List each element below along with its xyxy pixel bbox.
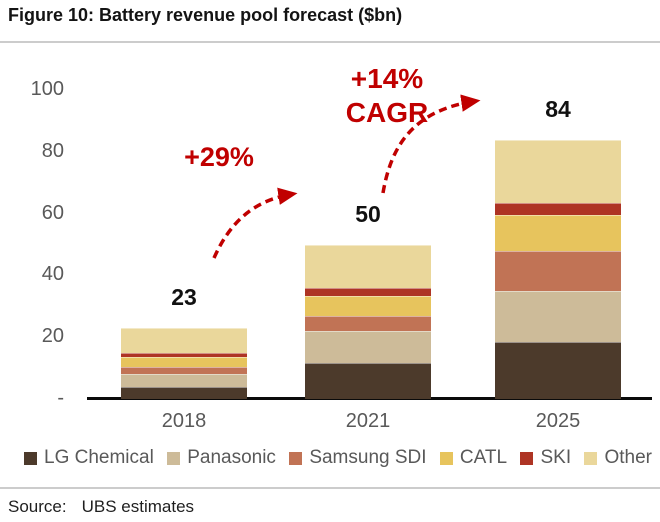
legend-label: Panasonic [187, 447, 276, 468]
legend-label: Other [604, 447, 652, 468]
bar-2021-segment-lg-chemical [305, 363, 431, 399]
legend-item-samsung-sdi: Samsung SDI [289, 447, 427, 469]
bar-2021-segment-catl [305, 295, 431, 316]
annotation-29-text: +29% [184, 142, 254, 172]
annotation-14-line2: CAGR [345, 97, 429, 128]
bar-total-label-2021: 50 [355, 200, 381, 227]
legend-swatch-lg-chemical [24, 451, 37, 465]
bar-total-label-2025: 84 [545, 95, 571, 122]
x-axis-label-2025: 2025 [535, 410, 581, 432]
legend: LG Chemical Panasonic Samsung SDI CATL SKI Ot… [24, 447, 652, 469]
legend-item-ski: SKI [520, 447, 571, 469]
legend-label: Samsung SDI [309, 447, 427, 468]
legend-label: CATL [459, 447, 508, 468]
bar-2025-segment-lg-chemical [495, 341, 621, 399]
x-axis-label-2021: 2021 [345, 410, 391, 432]
source-line: Source: UBS estimates [8, 497, 194, 517]
y-axis-tick-40: 40 [41, 263, 64, 286]
bar-2021-segment-other [305, 244, 431, 288]
bar-2018-segment-other [121, 327, 247, 353]
legend-swatch-catl [439, 451, 453, 465]
y-axis-tick-60: 60 [41, 201, 64, 224]
y-axis-tick--: - [57, 387, 64, 409]
source-label: Source: [8, 497, 67, 516]
bar-2018-segment-catl [121, 357, 247, 367]
bar-2025-segment-other [495, 139, 621, 203]
legend-label: SKI [540, 447, 572, 468]
legend-swatch-other [584, 451, 598, 465]
bar-2018-segment-panasonic [121, 374, 247, 387]
bar-2021-segment-samsung-sdi [305, 315, 431, 332]
bar-2021-segment-panasonic [305, 331, 431, 364]
bar-2021-segment-ski [305, 287, 431, 296]
legend-item-catl: CATL [439, 447, 508, 469]
bar-total-label-2018: 23 [171, 283, 197, 310]
bar-2025-segment-ski [495, 202, 621, 216]
bar-2018-segment-lg-chemical [121, 386, 247, 399]
bar-2018-segment-samsung-sdi [121, 366, 247, 375]
legend-item-lg-chemical: LG Chemical [24, 447, 154, 469]
bar-2018-segment-ski [121, 352, 247, 358]
legend-swatch-panasonic [167, 451, 181, 465]
legend-item-panasonic: Panasonic [167, 447, 276, 469]
y-axis-tick-20: 20 [41, 325, 64, 348]
source-value: UBS estimates [81, 497, 195, 516]
growth-arrow-2018-2021 [212, 187, 298, 259]
page-title: Figure 10: Battery revenue pool forecast… [8, 5, 403, 25]
bar-2025-segment-panasonic [495, 290, 621, 342]
y-axis-tick-80: 80 [41, 139, 64, 162]
annotation-14-line1: +14% [350, 63, 424, 94]
source-divider [0, 487, 660, 489]
legend-item-other: Other [584, 447, 652, 469]
bar-2025-segment-samsung-sdi [495, 250, 621, 291]
y-axis-tick-100: 100 [30, 78, 64, 101]
annotation-plus-14-percent-cagr: +14% CAGR [346, 62, 428, 130]
bar-2025-segment-catl [495, 215, 621, 251]
legend-label: LG Chemical [44, 447, 154, 468]
annotation-plus-29-percent: +29% [184, 142, 254, 173]
title-divider [0, 41, 660, 43]
x-axis-label-2018: 2018 [161, 410, 207, 432]
legend-swatch-samsung-sdi [289, 451, 303, 465]
legend-swatch-ski [520, 451, 534, 465]
